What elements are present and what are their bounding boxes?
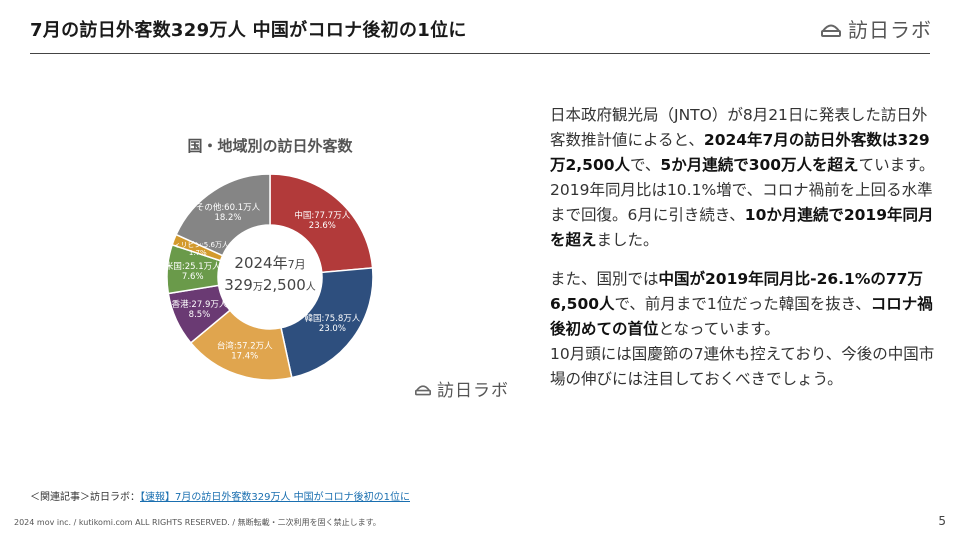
slice-label: 香港:27.9万人 8.5% [172,299,228,320]
center-total-unit: 万 [253,282,263,293]
center-month: 7月 [288,258,306,271]
slice-label-name: 韓国:75.8万人 [305,313,361,324]
paragraph-4: 10月頭には国慶節の7連休も控えており、今後の中国市場の伸びには注目しておくべき… [550,345,935,388]
slice-label-name: 台湾:57.2万人 [217,340,273,351]
slice-label: 台湾:57.2万人 17.4% [217,340,273,361]
center-total-tail: 人 [306,281,316,293]
related-prefix: ＜関連記事＞訪日ラボ： [30,492,140,503]
paragraph-1: 日本政府観光局（JNTO）が8月21日に発表した訪日外客数推計値によると、202… [550,106,935,174]
pie-slice [280,267,374,379]
slice-label-name: フィリピン:5.6万人 [167,241,229,249]
center-year: 2024年 [234,254,287,272]
donut-chart: 国・地域別の訪日外客数 中国:77.7万人 23.6% 韓国:75.8万人 23.0%… [165,137,374,381]
logo-mark-icon [821,24,841,37]
related-article-link[interactable]: 【速報】7月の訪日外客数329万人 中国がコロナ後初の1位に [140,492,410,503]
pie-slice [175,173,271,257]
brand-logo: 訪日ラボ [820,14,932,43]
slice-label: 中国:77.7万人 23.6% [294,210,350,231]
pie-slice [269,173,374,274]
related-article: ＜関連記事＞訪日ラボ：【速報】7月の訪日外客数329万人 中国がコロナ後初の1位… [30,488,410,503]
logo-text: 訪日ラボ [848,18,932,42]
article-body: 日本政府観光局（JNTO）が8月21日に発表した訪日外客数推計値によると、202… [550,103,935,392]
slice-label-pct: 23.6% [309,221,336,231]
logo-mark-icon [415,384,431,395]
slice-label-pct: 18.2% [214,213,241,223]
center-total-rest: 2,500 [263,276,306,294]
chart-logo-text: 訪日ラボ [437,381,509,401]
slice-label-name: その他:60.1万人 [196,202,261,213]
paragraph-3: また、国別では中国が2019年同月比-26.1%の77万6,500人で、前月まで… [550,270,933,338]
slice-label: フィリピン:5.6万人 1.7% [167,241,229,257]
center-total-num: 329 [224,276,253,294]
page-number: 5 [938,514,946,528]
slice-label-name: 香港:27.9万人 [172,299,228,310]
chart-logo: 訪日ラボ [414,376,509,401]
paragraph-2: 2019年同月比は10.1%増で、コロナ禍前を上回る水準まで回復。6月に引き続き… [550,181,934,249]
slice-label-name: 米国:25.1万人 [165,261,221,272]
title-divider [30,53,930,54]
center-total: 329万2,500人 [224,276,316,294]
slide-title: 7月の訪日外客数329万人 中国がコロナ後初の1位に [30,20,467,41]
slice-label-pct: 1.7% [189,249,207,257]
slice-label: 韓国:75.8万人 23.0% [305,313,361,334]
slice-label-name: 中国:77.7万人 [294,210,350,221]
slice-label-pct: 8.5% [189,310,211,320]
slice-label: その他:60.1万人 18.2% [196,202,261,223]
slice-label-pct: 17.4% [231,351,258,361]
slice-label-pct: 23.0% [319,324,346,334]
slice-label: 米国:25.1万人 7.6% [165,261,221,282]
slice-label-pct: 7.6% [182,272,204,282]
footer-copyright: 2024 mov inc. / kutikomi.com ALL RIGHTS … [14,518,381,527]
center-period: 2024年7月 [234,254,305,272]
chart-title: 国・地域別の訪日外客数 [187,137,353,155]
